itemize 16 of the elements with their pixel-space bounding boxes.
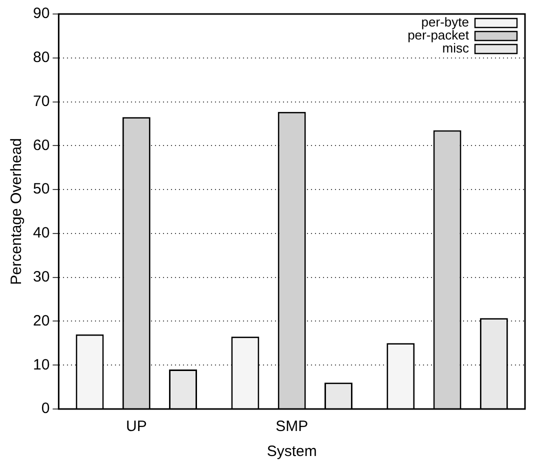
y-tick-label: 40 <box>32 224 50 242</box>
y-axis-title: Percentage Overhead <box>8 138 26 285</box>
legend-label: per-byte <box>421 14 469 30</box>
y-tick-label: 50 <box>32 180 50 198</box>
y-tick-label: 30 <box>32 268 50 286</box>
legend-label: misc <box>442 40 470 56</box>
y-tick-label: 80 <box>32 49 50 66</box>
y-tick-label: 70 <box>32 92 50 110</box>
y-tick-label: 0 <box>41 400 50 418</box>
x-axis-title: System <box>266 443 317 460</box>
y-tick-label: 10 <box>32 356 50 374</box>
x-tick-label: UP <box>126 418 147 436</box>
x-tick-label: SMP <box>276 418 308 436</box>
y-tick-label: 90 <box>32 5 50 22</box>
y-tick-label: 60 <box>32 136 50 154</box>
y-tick-label: 20 <box>32 312 50 330</box>
